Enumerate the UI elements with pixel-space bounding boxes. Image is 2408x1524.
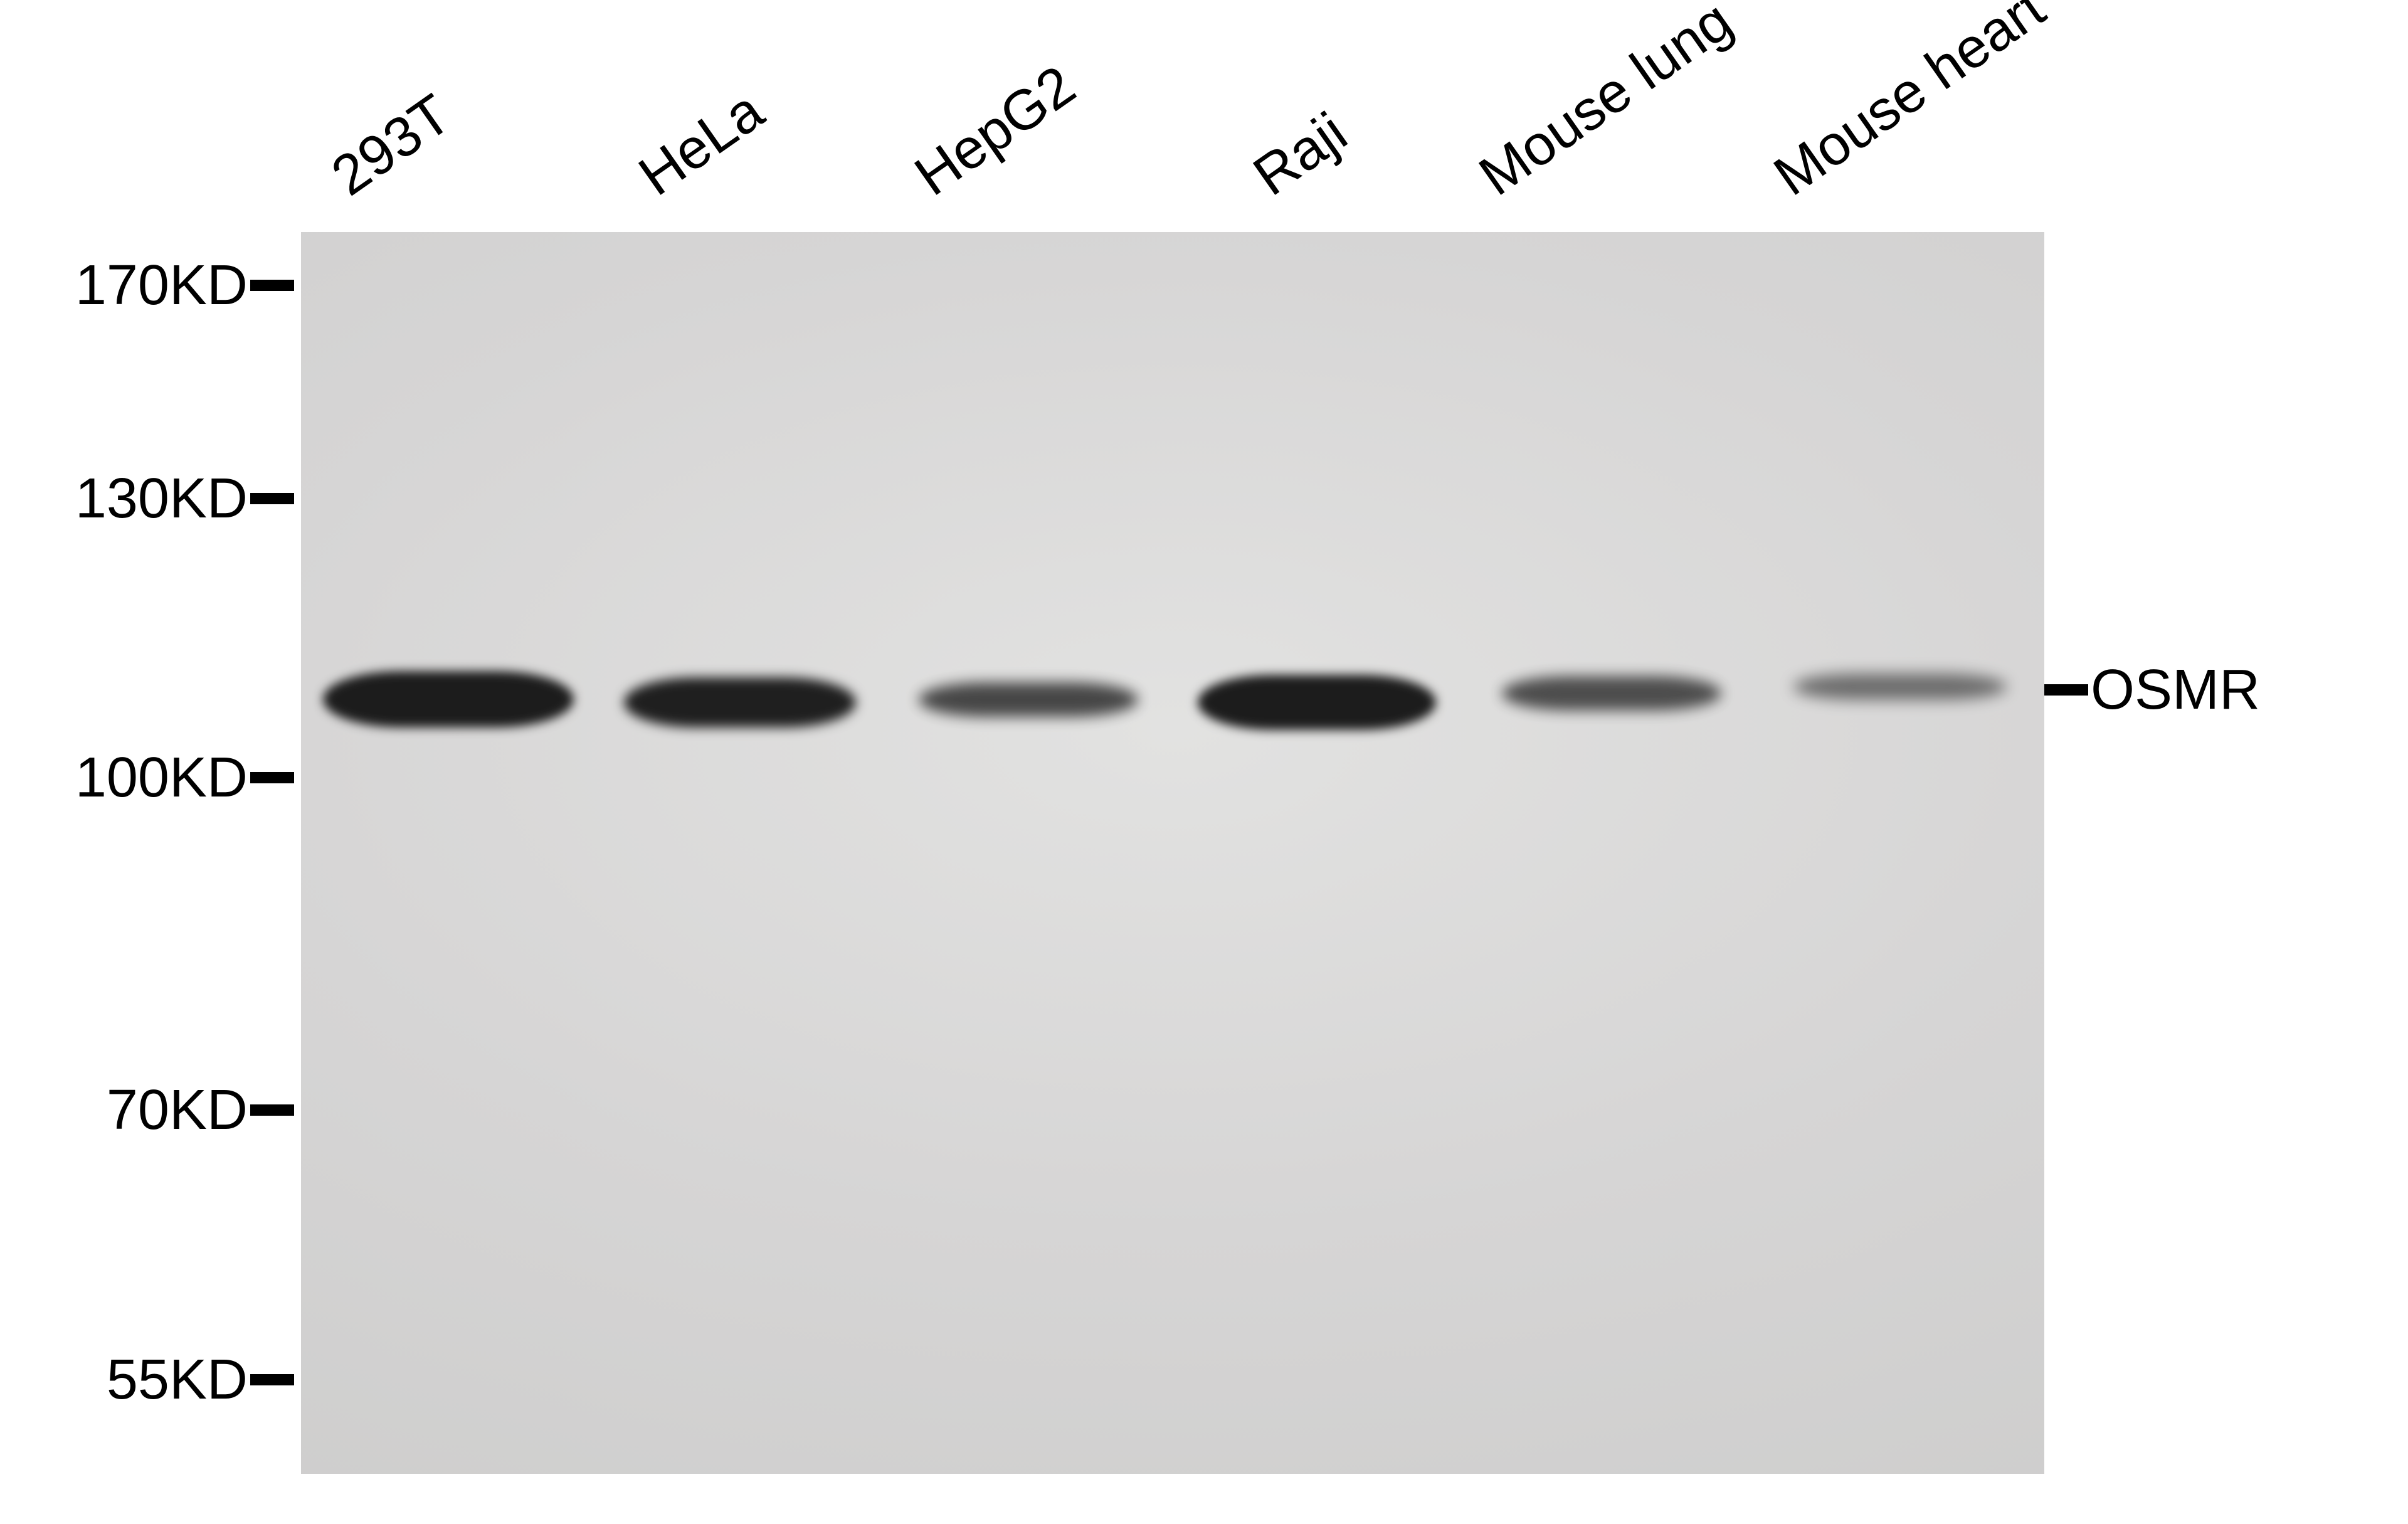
mw-marker-label: 100KD — [75, 746, 248, 810]
mw-marker-tick — [250, 1374, 294, 1385]
mw-marker: 170KD — [0, 257, 294, 314]
protein-band — [1198, 675, 1436, 730]
protein-band — [1793, 674, 2007, 700]
mw-marker: 100KD — [0, 749, 294, 806]
mw-marker-label: 130KD — [75, 467, 248, 531]
target-band-text: OSMR — [2091, 658, 2260, 722]
lane-label: Mouse heart — [1763, 0, 2057, 209]
lane-label: HepG2 — [904, 53, 1087, 209]
figure-container: 293T HeLa HepG2 Raji Mouse lungMouse heart 1… — [0, 0, 2408, 1524]
mw-marker-tick — [250, 772, 294, 783]
mw-marker-label: 55KD — [107, 1348, 248, 1412]
mw-marker-label: 70KD — [107, 1078, 248, 1143]
protein-band — [919, 682, 1138, 717]
mw-marker-tick — [250, 493, 294, 504]
lane-label: HeLa — [628, 78, 775, 209]
mw-marker-tick — [250, 280, 294, 291]
blot-membrane — [301, 232, 2044, 1474]
lane-label: Mouse lung — [1468, 0, 1744, 209]
mw-marker: 130KD — [0, 470, 294, 527]
lane-label: Raji — [1242, 100, 1359, 209]
protein-band — [1502, 676, 1721, 711]
mw-marker: 70KD — [0, 1082, 294, 1138]
protein-band — [323, 671, 574, 728]
lane-label: 293T — [320, 82, 463, 209]
target-band-tick — [2044, 684, 2088, 696]
mw-marker: 55KD — [0, 1352, 294, 1408]
mw-marker-label: 170KD — [75, 253, 248, 318]
mw-marker-tick — [250, 1104, 294, 1116]
protein-band — [624, 677, 856, 728]
target-band-label: OSMR — [2044, 662, 2260, 718]
